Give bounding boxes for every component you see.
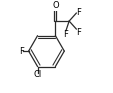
Text: O: O xyxy=(52,1,58,10)
Text: F: F xyxy=(62,30,67,39)
Text: F: F xyxy=(76,28,81,37)
Text: Cl: Cl xyxy=(33,70,41,79)
Text: F: F xyxy=(76,8,81,17)
Text: F: F xyxy=(19,47,24,56)
